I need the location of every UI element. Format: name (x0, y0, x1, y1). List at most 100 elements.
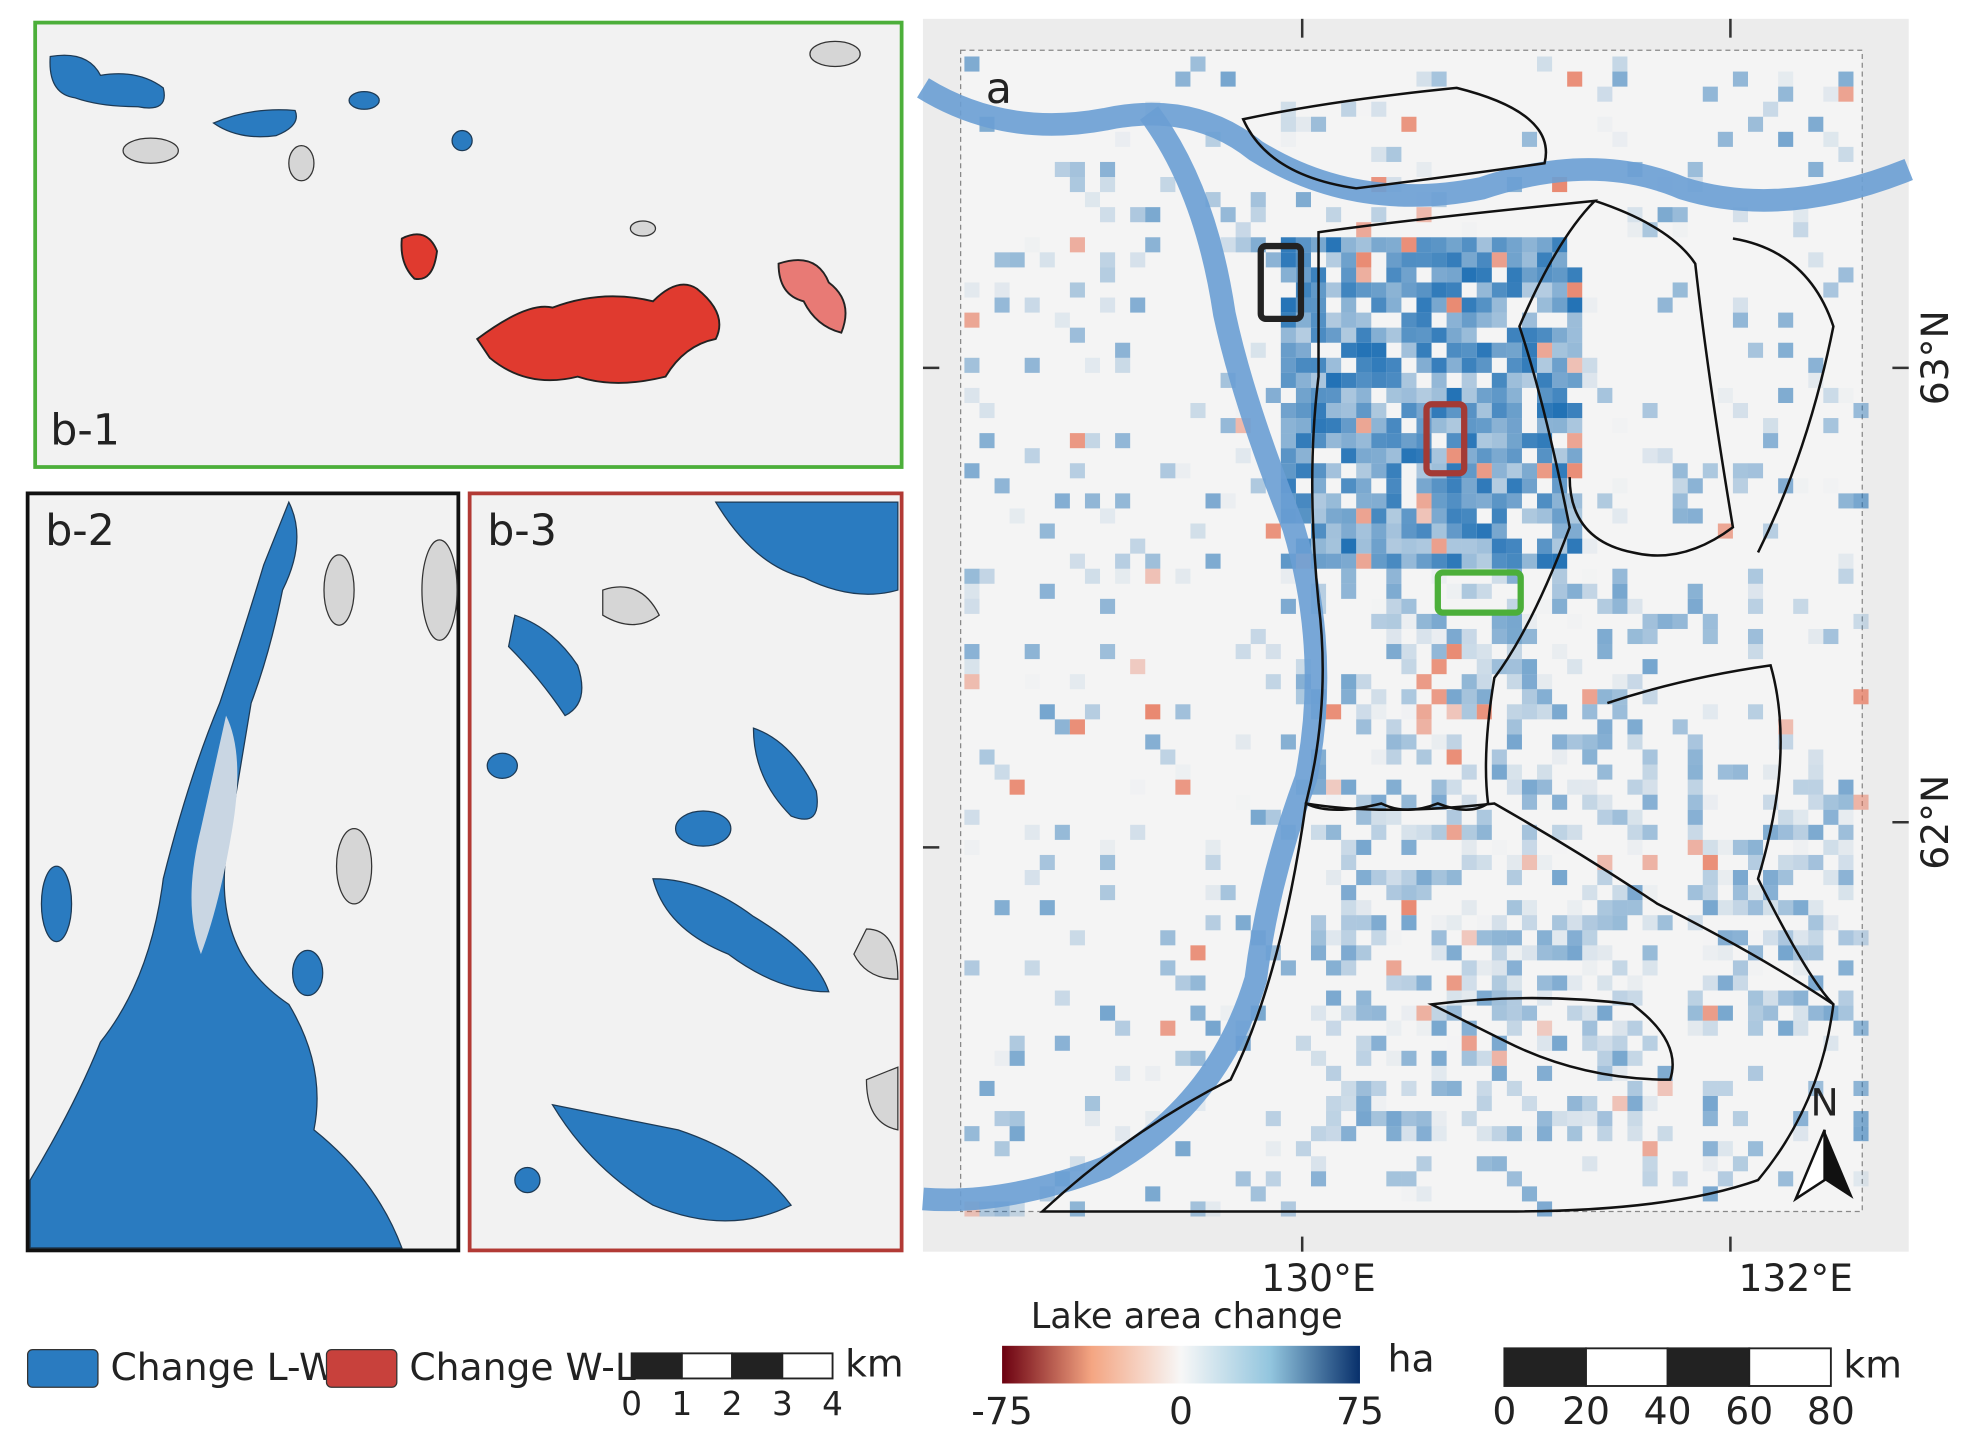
pixel (1521, 478, 1538, 494)
pixel (1446, 433, 1462, 449)
pixel (1537, 553, 1553, 569)
pixel (1205, 839, 1221, 855)
pixel (1310, 508, 1327, 524)
pixel (1778, 809, 1794, 825)
pixel (1793, 222, 1809, 238)
pixel (1567, 282, 1583, 298)
pixel (1506, 659, 1522, 675)
pixel (1326, 553, 1342, 569)
pixel (1747, 568, 1764, 584)
pixel (1521, 900, 1538, 916)
pixel (964, 598, 980, 614)
pixel (1386, 885, 1402, 901)
pixel (964, 583, 980, 599)
pixel (1763, 418, 1779, 434)
pixel (1537, 674, 1553, 690)
pixel (1838, 71, 1854, 87)
pixel (1341, 538, 1357, 554)
pixel (1431, 508, 1447, 524)
pixel (1461, 644, 1477, 660)
pixel (1476, 689, 1492, 705)
pixel (1492, 840, 1507, 855)
pixel (1461, 538, 1477, 554)
pixel (1506, 448, 1522, 464)
pixel (1732, 463, 1748, 479)
pixel (1310, 387, 1327, 403)
pixel (1582, 1111, 1598, 1127)
pixel (1401, 312, 1417, 328)
pixel (1612, 960, 1628, 976)
pixel (1295, 116, 1311, 132)
pixel (1521, 312, 1538, 328)
pixel (1356, 433, 1372, 449)
pixel (1823, 387, 1839, 403)
pixel (1702, 86, 1718, 102)
pixel (1778, 719, 1794, 735)
pixel (1447, 584, 1462, 599)
pixel (1356, 523, 1372, 539)
pixel (1642, 945, 1658, 961)
pixel (1446, 824, 1462, 840)
pixel (1672, 493, 1688, 509)
pixel (1838, 779, 1854, 795)
colorbar-tick-label: -75 (971, 1389, 1033, 1433)
scale-segment (1748, 1347, 1832, 1387)
pixel (1567, 1005, 1583, 1021)
pixel (1491, 252, 1507, 268)
pixel (1537, 372, 1553, 388)
pixel (1521, 945, 1538, 961)
pixel (1446, 342, 1462, 358)
pixel (1612, 418, 1627, 433)
pixel (1582, 749, 1598, 765)
pixel (1627, 674, 1643, 690)
pixel (1491, 237, 1507, 253)
pixel (1401, 734, 1417, 750)
pixel (1054, 990, 1070, 1006)
pixel (1326, 704, 1342, 720)
pixel (1461, 1111, 1477, 1127)
pixel (1537, 779, 1553, 795)
pixel (1371, 704, 1387, 720)
pixel (1687, 1020, 1703, 1036)
pixel (1310, 463, 1327, 479)
pixel (1295, 372, 1311, 388)
pixel (1371, 613, 1387, 629)
pixel (1205, 915, 1221, 931)
pixel (1341, 402, 1357, 419)
lake (348, 91, 380, 110)
pixel (1793, 930, 1809, 946)
pixel (1461, 252, 1477, 268)
pixel (1432, 915, 1447, 930)
pixel (1838, 930, 1854, 946)
lake (865, 1066, 899, 1131)
pixel (1506, 1171, 1522, 1187)
inset-label: b-1 (50, 406, 120, 456)
pixel (1612, 583, 1628, 599)
pixel (1808, 854, 1824, 871)
pixel (1793, 207, 1809, 223)
pixel (1446, 1080, 1462, 1096)
pixel (1491, 463, 1507, 479)
pixel (1642, 613, 1658, 629)
pixel (1823, 839, 1839, 855)
pixel (1100, 161, 1116, 178)
pixel (1401, 1050, 1417, 1066)
pixel (1537, 1020, 1553, 1036)
pixel (1416, 824, 1432, 840)
pixel (1446, 523, 1462, 539)
pixel (1612, 1020, 1628, 1036)
pixel (1009, 1035, 1025, 1051)
inset-b3: b-3 (467, 491, 904, 1253)
pixel (1039, 583, 1055, 599)
scale-tick-label: 0 (1492, 1389, 1516, 1433)
pixel (1431, 945, 1447, 961)
pixel (1401, 1186, 1416, 1201)
pixel (1386, 297, 1402, 313)
pixel (1130, 824, 1146, 840)
pixel (1371, 448, 1387, 464)
pixel (1552, 704, 1568, 720)
pixel (1491, 372, 1507, 388)
pixel (1326, 207, 1342, 223)
pixel (1552, 357, 1568, 373)
pixel (1039, 704, 1055, 720)
